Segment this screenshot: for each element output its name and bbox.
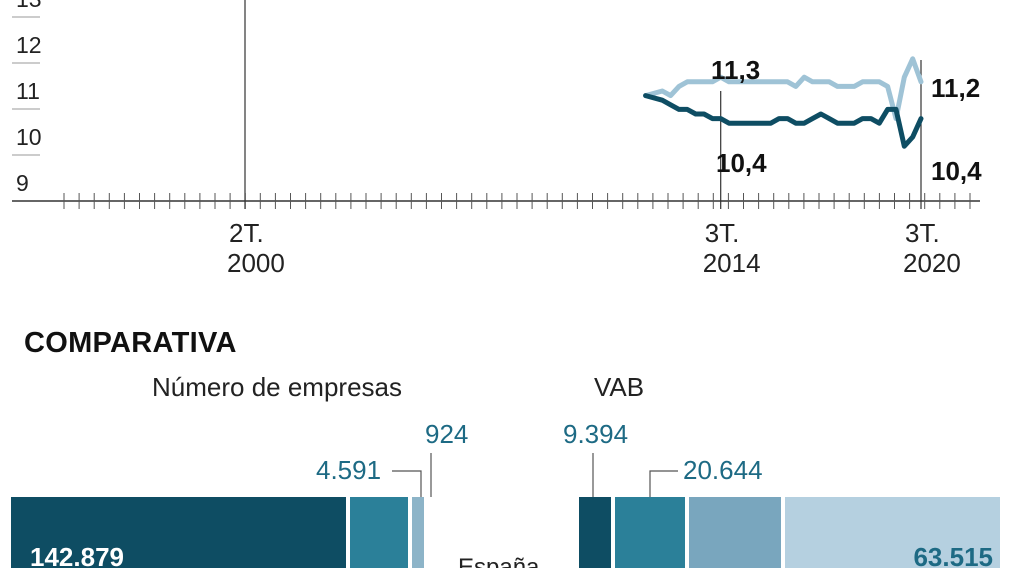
comparison-title: COMPARATIVA xyxy=(24,327,237,359)
vab-bar-value: 63.515 xyxy=(913,542,993,568)
annotation-label: 11,2 xyxy=(931,73,980,103)
y-tick-label: 12 xyxy=(16,32,42,58)
companies-bar-segment xyxy=(412,497,424,568)
x-marker-quarter: 2T. xyxy=(229,218,264,248)
annotation-labels: 11,3 10,4 11,2 10,4 xyxy=(711,55,982,186)
series-group xyxy=(643,56,924,149)
annotation-label: 10,4 xyxy=(931,156,982,186)
x-marker-year: 2020 xyxy=(903,248,961,278)
companies-bar-segment xyxy=(350,497,408,568)
vab-bar-value: 9.394 xyxy=(563,419,628,449)
y-tick-label: 9 xyxy=(16,170,29,196)
companies-bar-segment xyxy=(11,497,346,568)
x-axis-minor-ticks xyxy=(63,193,971,209)
companies-bar-value: 4.591 xyxy=(316,455,381,485)
series-line-light xyxy=(643,56,924,122)
vab-leader-line xyxy=(649,470,678,497)
vab-bar-segment xyxy=(785,497,1000,568)
country-label: España xyxy=(458,554,540,568)
x-marker-year: 2000 xyxy=(227,248,285,278)
annotation-label: 11,3 xyxy=(711,55,760,85)
companies-panel-title: Número de empresas xyxy=(152,372,402,402)
vab-bar-value: 20.644 xyxy=(683,455,763,485)
y-tick-label: 10 xyxy=(16,124,42,150)
x-marker-quarter: 3T. xyxy=(705,218,740,248)
annotation-label: 10,4 xyxy=(716,148,767,178)
series-line-dark xyxy=(643,93,924,149)
vab-bar-segment xyxy=(579,497,611,568)
y-tick-label: 11 xyxy=(16,78,40,104)
companies-bar-value: 142.879 xyxy=(30,542,124,568)
vab-bar-segment xyxy=(689,497,781,568)
companies-bar-value: 924 xyxy=(425,419,468,449)
bar-segments: 142.879 4.591 924 9.394 20.644 63.515 xyxy=(11,419,1000,568)
vab-panel-title: VAB xyxy=(594,372,645,402)
y-tick-label: 13 xyxy=(16,0,42,12)
vab-bar-segment xyxy=(615,497,685,568)
x-marker-quarter: 3T. xyxy=(905,218,940,248)
y-axis-ticks: 9 10 11 12 13 xyxy=(12,0,42,202)
companies-leader-line xyxy=(392,470,422,497)
x-marker-year: 2014 xyxy=(703,248,761,278)
